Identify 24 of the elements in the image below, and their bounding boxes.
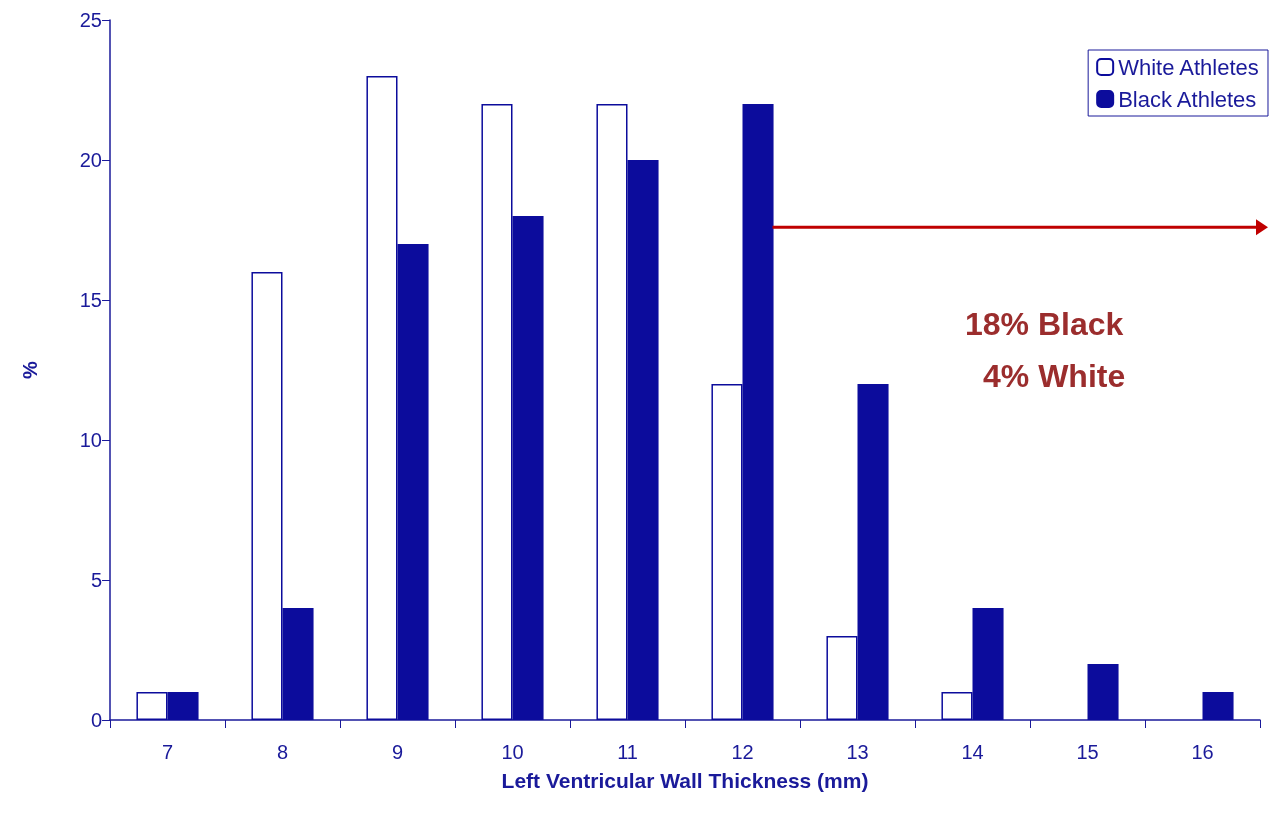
- y-tick-label: 10: [79, 429, 102, 451]
- y-axis-title: %: [19, 360, 41, 379]
- y-tick-label: 25: [79, 9, 102, 31]
- legend-label: White Athletes: [1118, 54, 1259, 80]
- x-axis-title: Left Ventricular Wall Thickness (mm): [501, 769, 869, 792]
- x-tick-label: 15: [1076, 741, 1099, 763]
- annotation: 18% Black: [965, 306, 1124, 342]
- bar: [1202, 692, 1234, 720]
- x-tick-label: 7: [161, 741, 174, 763]
- y-tick-label: 0: [90, 709, 102, 731]
- x-tick-label: 14: [961, 741, 984, 763]
- bar: [1087, 664, 1119, 720]
- x-tick-label: 9: [391, 741, 404, 763]
- y-tick-label: 15: [79, 289, 102, 311]
- legend-label: Black Athletes: [1118, 86, 1257, 112]
- annotation: 4% White: [983, 358, 1126, 394]
- y-tick-label: 20: [79, 149, 102, 171]
- x-tick-label: 16: [1191, 741, 1214, 763]
- x-tick-label: 10: [501, 741, 524, 763]
- x-tick-label: 13: [846, 741, 869, 763]
- x-tick-label: 12: [731, 741, 754, 763]
- y-tick-label: 5: [90, 569, 102, 591]
- x-tick-label: 8: [276, 741, 289, 763]
- x-tick-label: 11: [617, 741, 638, 763]
